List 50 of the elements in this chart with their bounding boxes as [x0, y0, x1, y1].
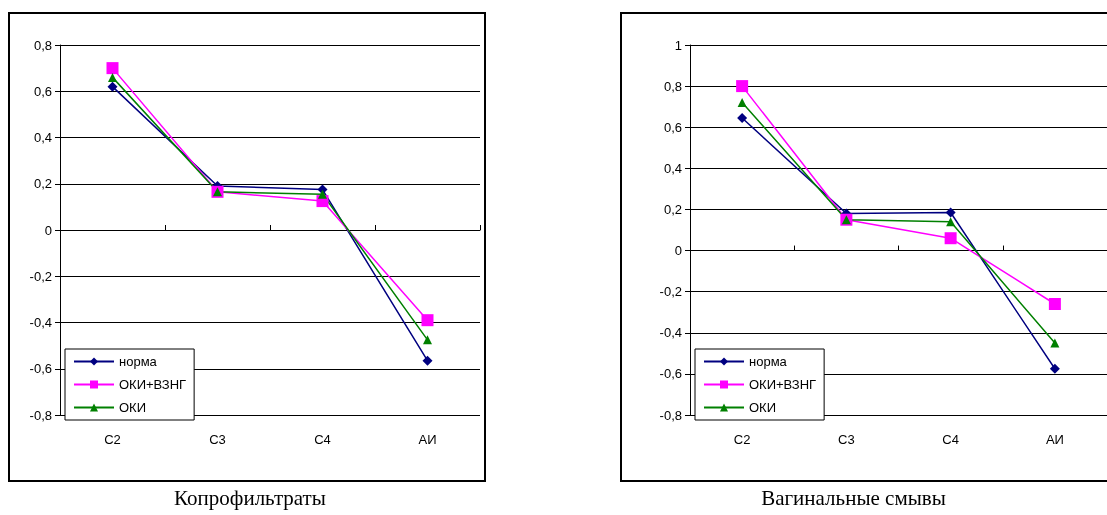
legend-label: норма: [749, 354, 788, 369]
point: [736, 80, 749, 93]
point: [318, 189, 327, 199]
point: [944, 232, 957, 245]
x-tick-label: С4: [314, 432, 331, 447]
text: Вагинальные смывы: [761, 485, 946, 510]
legend-label: ОКИ+ВЗНГ: [749, 377, 817, 392]
legend-label: ОКИ: [749, 400, 777, 415]
y-tick-label: 0,4: [33, 130, 52, 145]
point: [737, 112, 748, 123]
legend-label: ОКИ: [119, 400, 147, 415]
x-tick-label: АИ: [1045, 432, 1064, 447]
y-tick-label: 0,6: [663, 119, 682, 135]
point: [737, 98, 747, 108]
y-tick-label: 0,2: [663, 201, 682, 217]
y-tick-label: -0,2: [659, 284, 682, 300]
y-tick-label: -0,6: [29, 361, 52, 377]
x-tick-label: С2: [733, 432, 751, 447]
y-tick-label: -0,8: [29, 407, 52, 423]
y-tick-label: 0,8: [33, 37, 52, 53]
y-tick-label: 0,8: [663, 78, 682, 94]
point: [423, 335, 432, 345]
y-tick-label: 0,2: [33, 176, 52, 192]
point: [108, 72, 117, 82]
point: [421, 314, 434, 327]
x-tick-label: С3: [209, 432, 226, 447]
y-tick-label: 0: [44, 222, 52, 238]
x-tick-label: АИ: [418, 432, 437, 447]
y-tick-label: -0,4: [659, 325, 682, 341]
x-tick-label: С2: [104, 432, 121, 447]
y-tick-label: 1: [674, 37, 682, 53]
point: [106, 62, 119, 75]
point: [1048, 298, 1061, 310]
point: [1050, 338, 1060, 348]
text: Копрофильтраты: [174, 485, 326, 510]
y-tick-label: 0,6: [33, 83, 52, 99]
point: [422, 355, 433, 366]
legend-label: ОКИ+ВЗНГ: [119, 377, 187, 392]
x-tick-label: С4: [942, 432, 959, 447]
point: [945, 207, 956, 218]
point: [1049, 363, 1060, 374]
y-tick-label: -0,4: [29, 315, 52, 330]
y-tick-label: -0,2: [29, 268, 52, 284]
y-tick-label: 0,4: [663, 160, 682, 176]
y-tick-label: 0: [674, 243, 682, 259]
y-tick-label: -0,8: [659, 407, 682, 423]
point: [107, 81, 118, 92]
y-tick-label: -0,6: [659, 366, 682, 382]
legend-label: норма: [119, 354, 158, 369]
x-tick-label: С3: [838, 432, 855, 447]
